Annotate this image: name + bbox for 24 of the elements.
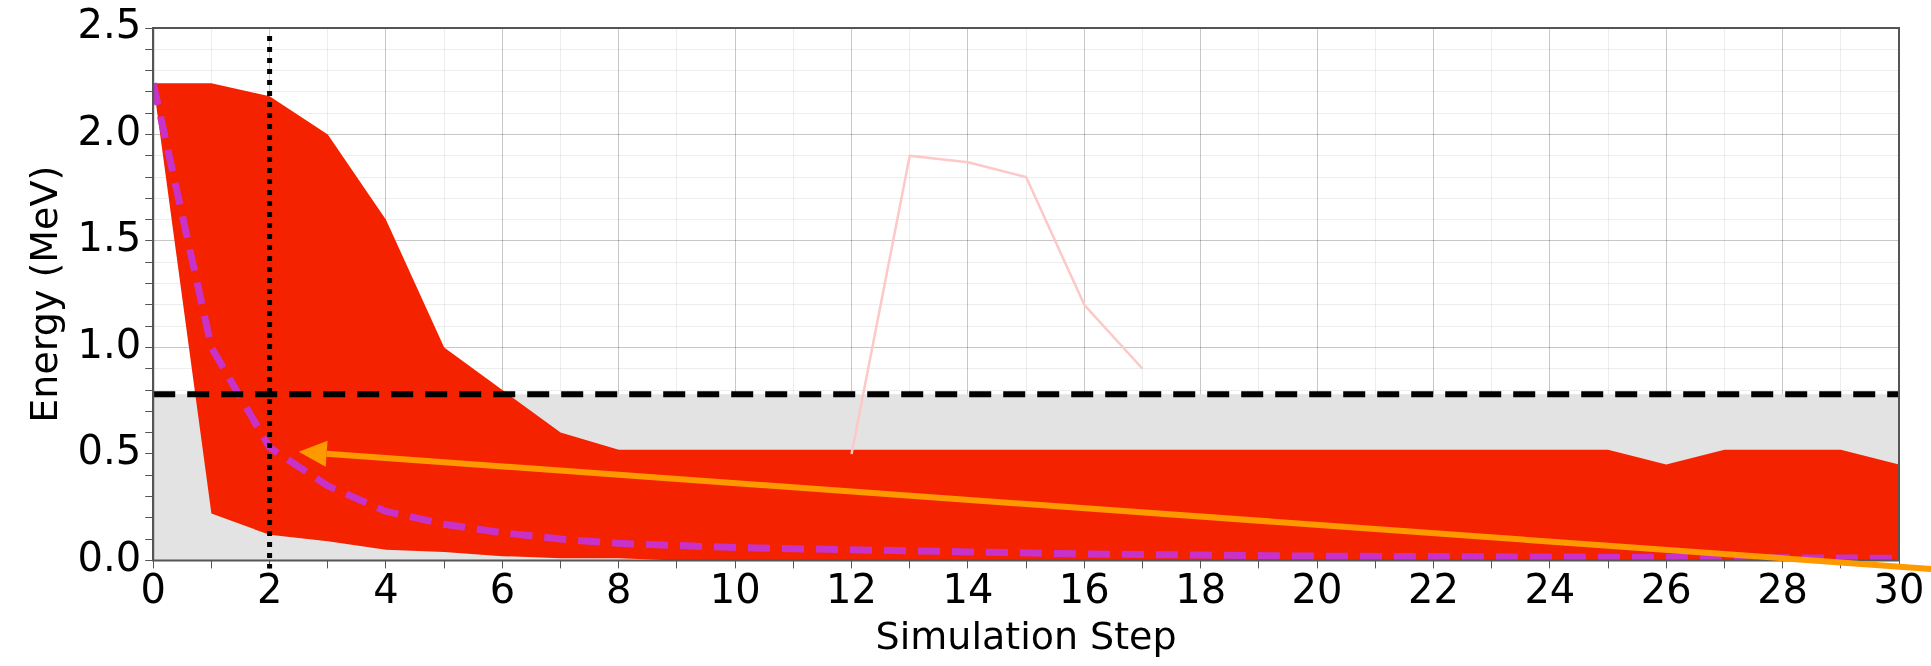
x-axis-title: Simulation Step	[875, 614, 1177, 659]
x-tick-label: 18	[1175, 565, 1227, 612]
y-tick-label: 0.5	[77, 427, 142, 474]
x-tick-label: 26	[1640, 565, 1692, 612]
x-tick-label: 4	[373, 565, 399, 612]
x-tick-label: 30	[1873, 565, 1925, 612]
y-tick-label: 0.0	[77, 533, 142, 580]
y-tick-label: 2.0	[77, 107, 142, 154]
x-tick-label: 8	[606, 565, 632, 612]
x-tick-label: 24	[1524, 565, 1576, 612]
x-tick-label: 20	[1291, 565, 1343, 612]
x-tick-label: 28	[1757, 565, 1809, 612]
y-tick-label: 1.0	[77, 320, 142, 367]
y-axis-title: Energy (MeV)	[21, 165, 66, 423]
x-tick-label: 16	[1058, 565, 1110, 612]
x-tick-label: 0	[140, 565, 166, 612]
y-tick-label: 2.5	[77, 1, 142, 48]
x-tick-label: 12	[826, 565, 877, 612]
x-tick-label: 10	[709, 565, 761, 612]
x-tick-label: 14	[942, 565, 994, 612]
x-tick-label: 22	[1408, 565, 1459, 612]
y-tick-label: 1.5	[77, 214, 142, 261]
x-tick-label: 6	[489, 565, 516, 612]
x-tick-label: 2	[256, 565, 283, 612]
